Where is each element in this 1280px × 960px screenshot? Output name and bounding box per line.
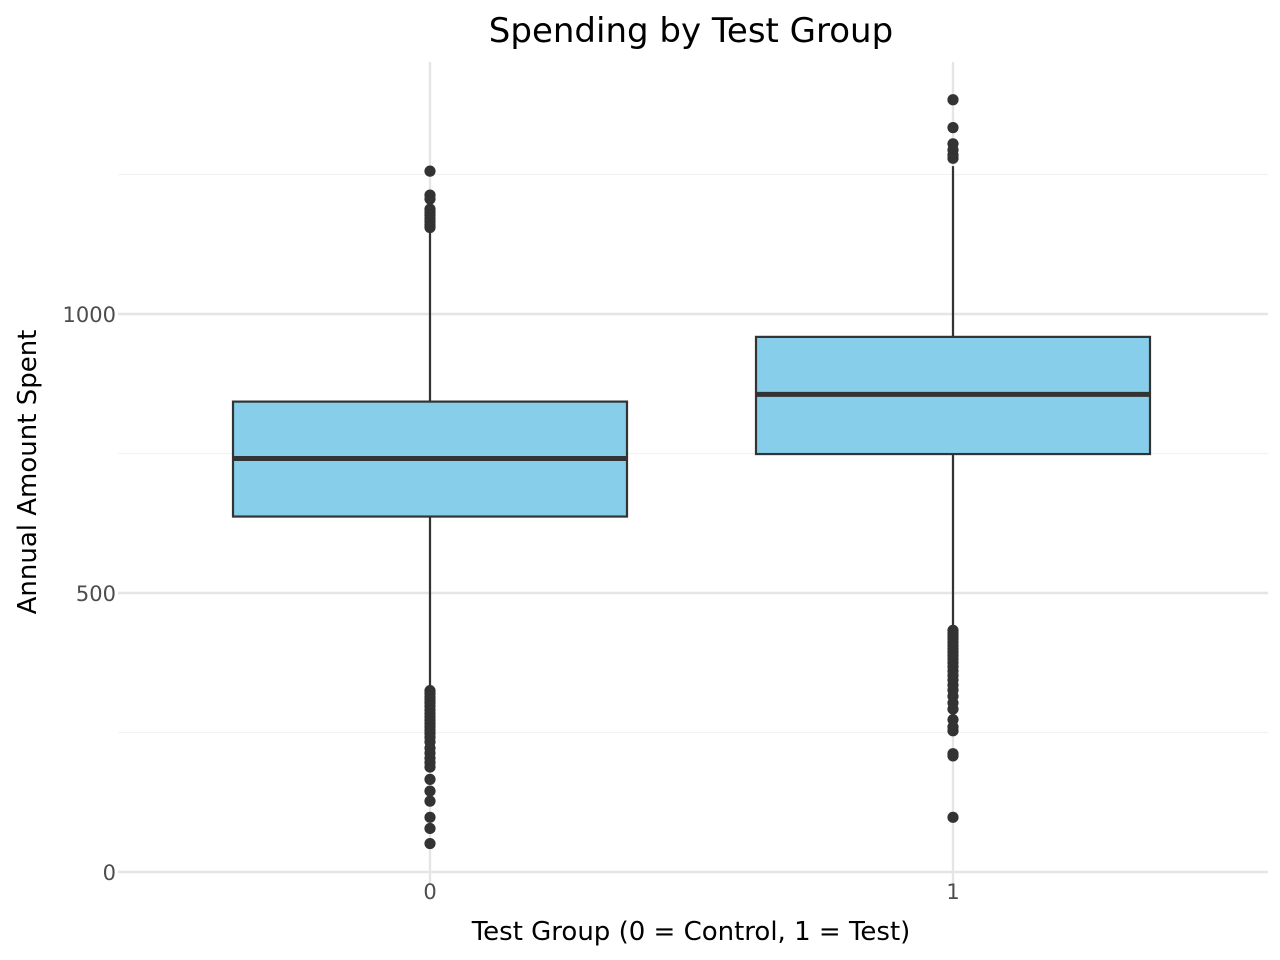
outlier-point	[424, 837, 436, 850]
x-tick-label: 1	[946, 880, 959, 904]
outlier-point	[424, 822, 436, 835]
y-tick-label: 1000	[63, 303, 116, 327]
y-axis-title: Annual Amount Spent	[13, 330, 43, 615]
outlier-point	[424, 165, 436, 177]
outlier-point	[424, 221, 436, 234]
tick-labels: 0 500 1000 0 1	[63, 303, 960, 904]
x-tick-label: 0	[423, 880, 436, 904]
outlier-point	[424, 811, 436, 823]
outlier-point	[947, 750, 959, 762]
outlier-point	[424, 193, 436, 205]
outlier-point	[947, 811, 959, 823]
outlier-point	[424, 785, 436, 797]
outlier-point	[947, 122, 959, 134]
outlier-point	[947, 725, 959, 737]
outlier-point	[424, 773, 436, 785]
y-tick-label: 500	[76, 582, 116, 606]
boxes	[231, 94, 1152, 850]
box-group-0	[231, 165, 629, 850]
outlier-point	[424, 761, 436, 773]
outlier-point	[947, 703, 959, 715]
box-group-1	[754, 94, 1152, 823]
outlier-point	[424, 795, 436, 807]
chart-title: Spending by Test Group	[489, 11, 893, 51]
outlier-point	[947, 94, 959, 106]
x-axis-title: Test Group (0 = Control, 1 = Test)	[471, 917, 911, 947]
outlier-point	[947, 152, 959, 164]
y-tick-label: 0	[103, 861, 116, 885]
